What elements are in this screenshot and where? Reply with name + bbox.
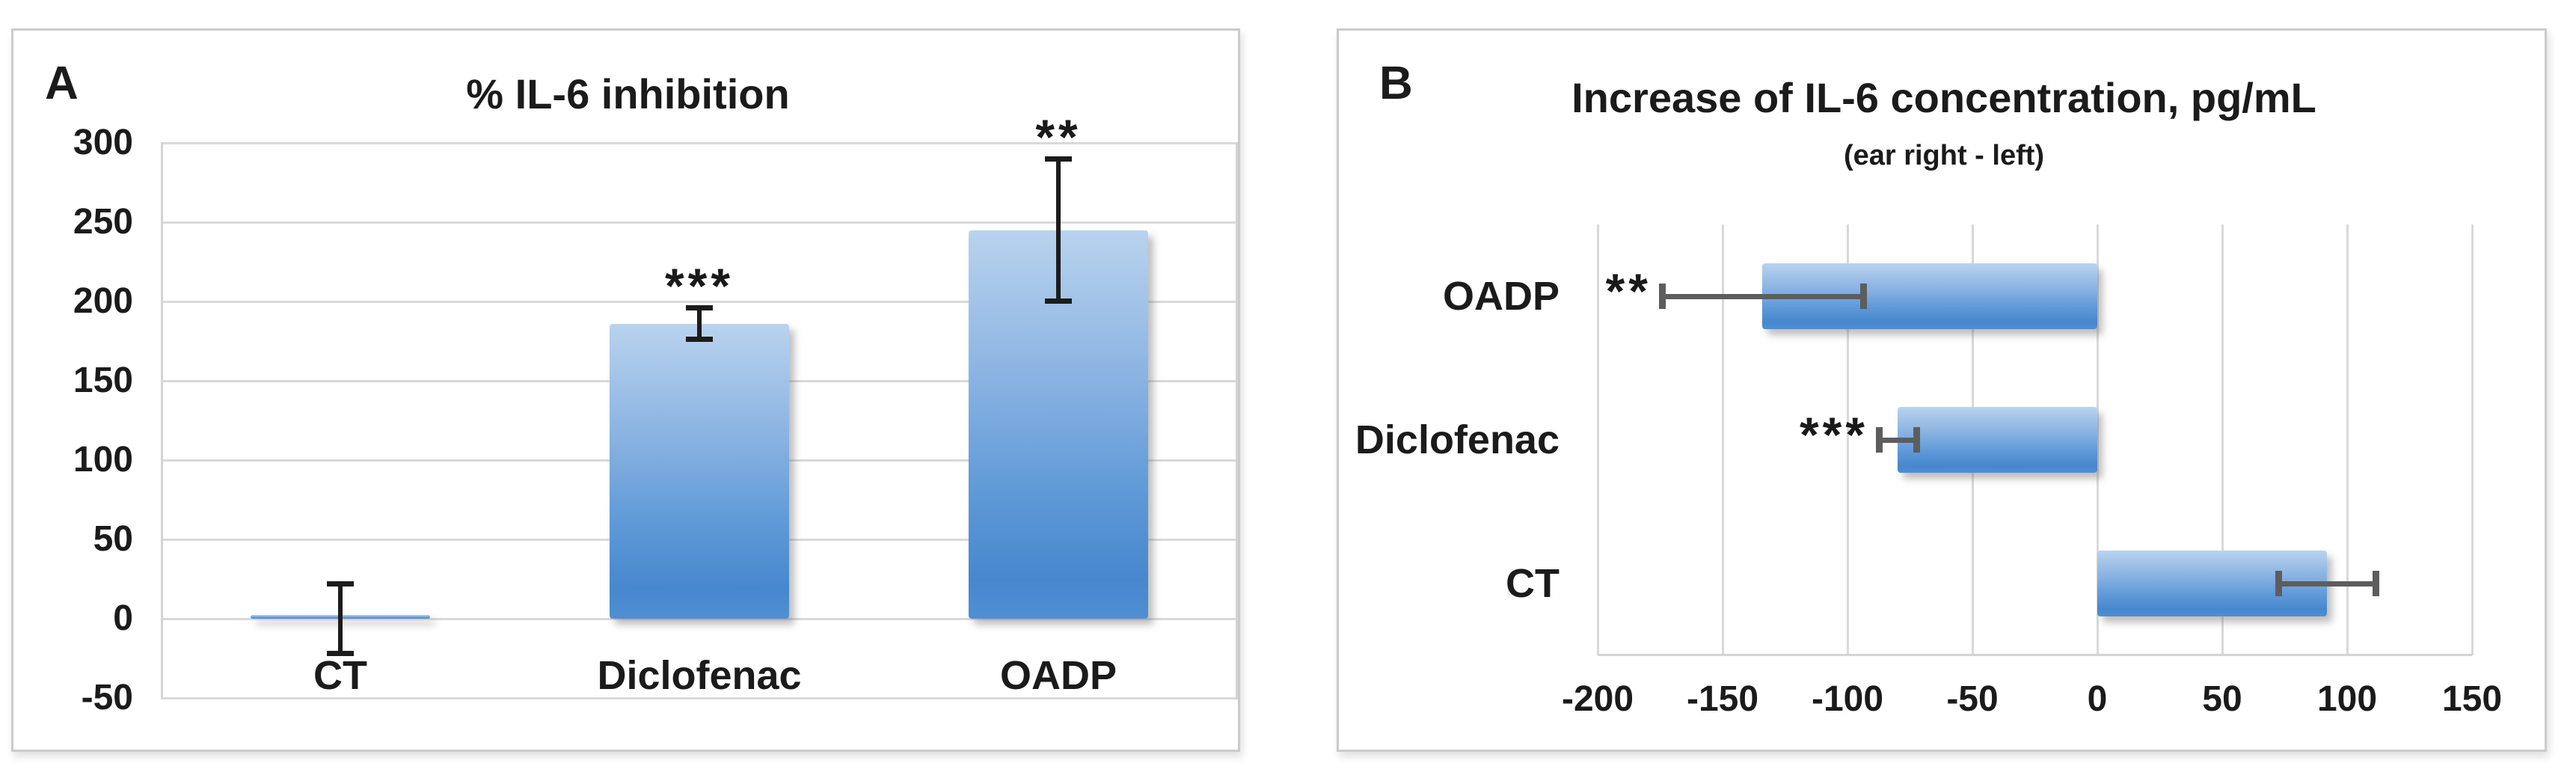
gridline — [2221, 224, 2224, 655]
chart-a-title: % IL-6 inhibition — [466, 70, 790, 117]
error-bar-line — [697, 307, 702, 339]
category-label: OADP — [1442, 274, 1560, 319]
y-axis-tick-label: 150 — [73, 361, 133, 400]
error-bar-line — [1056, 159, 1061, 301]
x-axis-tick-label: -50 — [1946, 679, 1999, 719]
error-bar-line — [1660, 294, 1865, 299]
x-axis-tick-label: 50 — [2202, 679, 2242, 719]
error-bar-cap-right — [1860, 284, 1867, 309]
error-bar-cap-bottom — [686, 337, 713, 342]
y-axis-tick-label: 0 — [113, 598, 133, 638]
chart-b-title: Increase of IL-6 concentration, pg/mL — [1571, 74, 2316, 121]
y-axis-tick-label: 250 — [73, 202, 133, 242]
y-axis-tick-label: -50 — [81, 678, 133, 717]
gridline — [161, 301, 1238, 303]
significance-label: *** — [1799, 407, 1868, 462]
error-bar-cap-bottom — [327, 651, 354, 656]
gridline — [161, 697, 1238, 699]
x-axis-tick-label: 0 — [2087, 679, 2108, 719]
bar-diclofenac — [1898, 407, 2097, 473]
error-bar-line — [2277, 581, 2377, 587]
gridline — [1847, 224, 1849, 655]
panel-a-letter: A — [45, 58, 79, 109]
gridline — [161, 142, 1238, 144]
error-bar-cap-top — [327, 581, 354, 587]
category-label: Diclofenac — [597, 653, 802, 698]
y-axis-tick-label: 200 — [73, 281, 133, 321]
y-axis-tick-label: 300 — [73, 123, 133, 162]
gridline — [161, 221, 1238, 224]
panel-b-letter: B — [1379, 58, 1413, 109]
y-axis-tick-label: 50 — [93, 519, 133, 559]
chart-b-subtitle: (ear right - left) — [1843, 140, 2045, 171]
panel-b-frame: B Increase of IL-6 concentration, pg/mL … — [1337, 28, 2547, 752]
x-axis-line — [1598, 654, 2472, 656]
significance-label: ** — [1605, 263, 1652, 319]
category-label: CT — [313, 653, 367, 698]
error-bar-cap-top — [1045, 156, 1072, 162]
x-axis-tick-label: -100 — [1811, 679, 1884, 719]
error-bar-cap-left — [1659, 284, 1666, 309]
bar-diclofenac — [610, 324, 789, 619]
x-axis-tick-label: -150 — [1686, 679, 1759, 719]
gridline — [161, 618, 1238, 620]
error-bar-cap-left — [1876, 427, 1883, 453]
gridline — [2097, 224, 2099, 655]
x-axis-tick-label: -200 — [1561, 679, 1634, 719]
category-label: Diclofenac — [1355, 417, 1560, 462]
y-axis-tick-label: 100 — [73, 440, 133, 480]
gridline — [2471, 224, 2474, 655]
gridline — [1722, 224, 1724, 655]
error-bar-line — [1877, 438, 1917, 443]
category-label: CT — [1506, 561, 1560, 606]
significance-label: *** — [664, 258, 735, 313]
significance-label: ** — [1035, 109, 1082, 165]
x-axis-tick-label: 150 — [2441, 679, 2503, 719]
gridline — [2346, 224, 2349, 655]
error-bar-cap-right — [2373, 571, 2379, 596]
error-bar-line — [338, 584, 343, 653]
error-bar-cap-bottom — [1045, 298, 1072, 304]
error-bar-cap-right — [1913, 427, 1920, 453]
gridline — [1597, 224, 1599, 655]
category-label: OADP — [999, 653, 1117, 698]
plot-border-right — [1236, 143, 1238, 698]
plot-border-left — [161, 143, 163, 698]
error-bar-cap-left — [2275, 571, 2282, 596]
x-axis-tick-label: 100 — [2316, 679, 2378, 719]
error-bar-cap-top — [686, 305, 713, 310]
